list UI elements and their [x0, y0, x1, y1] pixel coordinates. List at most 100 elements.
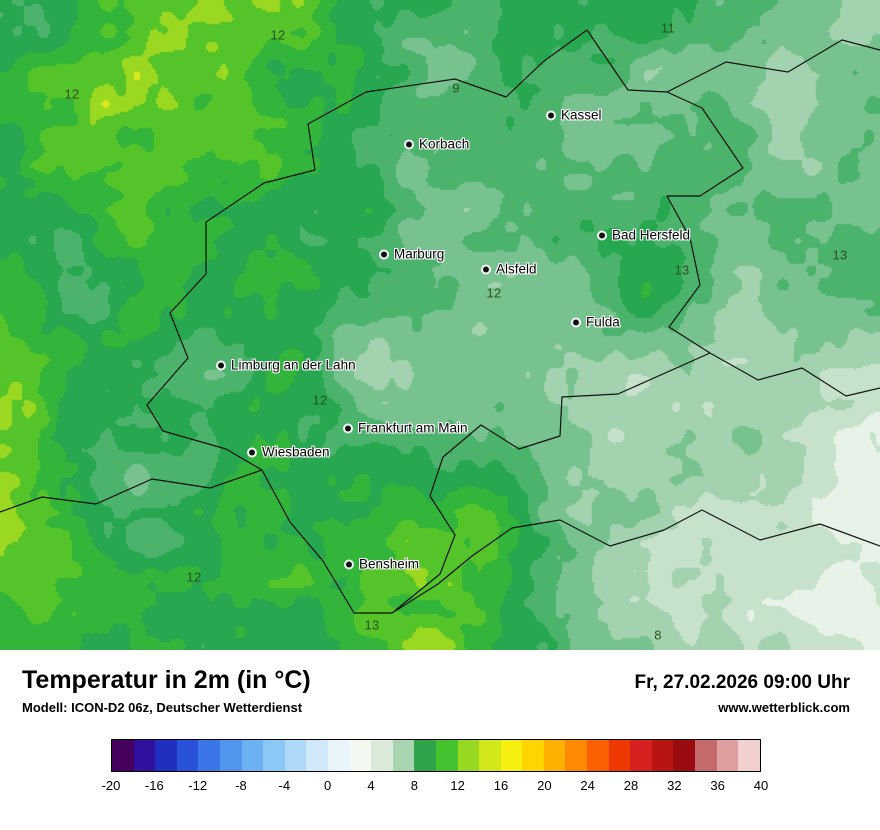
city-label: Alsfeld	[496, 261, 537, 277]
city-marker: Wiesbaden	[249, 445, 330, 460]
city-marker: Frankfurt am Main	[345, 421, 468, 436]
map-area: Kassel Korbach Bad Hersfeld Marburg Alsfeld F…	[0, 0, 880, 650]
page-title: Temperatur in 2m (in °C)	[22, 666, 311, 694]
city-dot-icon	[218, 362, 224, 368]
scale-segment	[327, 740, 350, 771]
city-label: Wiesbaden	[262, 444, 330, 460]
scale-segment	[435, 740, 458, 771]
scale-tick-label: -20	[101, 778, 121, 793]
temperature-value-label: 12	[486, 285, 502, 301]
scale-tick-label: -12	[188, 778, 208, 793]
scale-segment	[176, 740, 199, 771]
scale-segment	[112, 740, 134, 771]
scale-tick-label: 32	[667, 778, 682, 793]
scale-segment	[543, 740, 566, 771]
scale-segment	[349, 740, 372, 771]
scale-segment	[414, 740, 436, 771]
scale-segment	[219, 740, 242, 771]
scale-segment	[284, 740, 307, 771]
city-marker: Bensheim	[346, 557, 419, 572]
scale-tick-label: 20	[537, 778, 552, 793]
color-scale: -20 -16 -12 -8 -4 0 4 8 12 16 20 24 28 32 36 40	[102, 739, 769, 796]
city-label: Korbach	[419, 136, 470, 152]
city-label: Marburg	[394, 246, 445, 262]
temperature-value-label: 13	[674, 262, 690, 278]
scale-tick-label: 28	[623, 778, 639, 793]
scale-segment	[651, 740, 674, 771]
scale-segment	[371, 740, 393, 771]
scale-segment	[133, 740, 156, 771]
city-marker: Kassel	[548, 108, 602, 123]
city-marker: Alsfeld	[483, 262, 537, 277]
scale-tick-label: 4	[367, 778, 375, 793]
scale-segment	[565, 740, 588, 771]
temperature-value-label: 12	[270, 27, 286, 43]
scale-segment	[695, 740, 717, 771]
scale-tick-label: 8	[410, 778, 418, 793]
scale-segment	[457, 740, 480, 771]
datetime-label: Fr, 27.02.2026 09:00 Uhr	[634, 672, 850, 693]
scale-tick-label: -4	[278, 778, 291, 793]
scale-segment	[673, 740, 696, 771]
city-dot-icon	[345, 425, 351, 431]
info-bar: Temperatur in 2m (in °C) Fr, 27.02.2026 …	[0, 650, 880, 796]
scale-segment	[522, 740, 544, 771]
city-label: Fulda	[586, 314, 620, 330]
city-dot-icon	[548, 112, 554, 118]
scale-segment	[306, 740, 328, 771]
city-label: Bensheim	[359, 556, 420, 572]
city-label: Frankfurt am Main	[358, 420, 468, 436]
scale-segment	[630, 740, 652, 771]
scale-segment	[263, 740, 285, 771]
scale-segment	[198, 740, 220, 771]
city-marker: Bad Hersfeld	[599, 228, 690, 243]
temperature-value-label: 8	[654, 627, 662, 643]
subtitle-row: Modell: ICON-D2 06z, Deutscher Wetterdie…	[22, 700, 850, 715]
city-dot-icon	[381, 251, 387, 257]
temperature-value-label: 12	[64, 86, 80, 102]
temperature-value-label: 13	[832, 247, 848, 263]
scale-tick-label: 24	[580, 778, 595, 793]
temperature-value-label: 12	[312, 392, 328, 408]
scale-segment	[587, 740, 609, 771]
scale-tick-label: 16	[493, 778, 509, 793]
scale-segment	[738, 740, 760, 771]
title-row: Temperatur in 2m (in °C) Fr, 27.02.2026 …	[22, 666, 850, 695]
scale-segment	[155, 740, 177, 771]
city-dot-icon	[483, 266, 489, 272]
scale-tick-label: -8	[235, 778, 247, 793]
color-scale-labels: -20 -16 -12 -8 -4 0 4 8 12 16 20 24 28 32 36 40	[102, 778, 769, 796]
temperature-value-label: 9	[452, 80, 460, 96]
temperature-value-label: 11	[660, 20, 676, 36]
city-label: Kassel	[561, 107, 602, 123]
city-marker: Korbach	[406, 137, 469, 152]
scale-tick-label: 36	[710, 778, 725, 793]
scale-tick-label: -16	[144, 778, 164, 793]
temperature-value-label: 13	[364, 617, 380, 633]
city-dot-icon	[406, 141, 412, 147]
scale-segment	[716, 740, 739, 771]
model-label: Modell: ICON-D2 06z, Deutscher Wetterdie…	[22, 700, 303, 715]
website-label: www.wetterblick.com	[718, 700, 850, 715]
scale-tick-label: 0	[324, 778, 332, 793]
scale-tick-label: 12	[450, 778, 465, 793]
city-dot-icon	[346, 561, 352, 567]
city-dot-icon	[249, 449, 255, 455]
temperature-raster	[0, 0, 880, 650]
scale-segment	[392, 740, 415, 771]
city-marker: Fulda	[573, 315, 620, 330]
city-label: Limburg an der Lahn	[231, 357, 356, 373]
color-scale-bar	[111, 739, 761, 772]
scale-segment	[241, 740, 264, 771]
city-label: Bad Hersfeld	[612, 227, 691, 243]
scale-segment	[608, 740, 631, 771]
city-dot-icon	[599, 232, 605, 238]
temperature-value-label: 12	[186, 569, 202, 585]
scale-tick-label: 40	[753, 778, 769, 793]
city-dot-icon	[573, 319, 579, 325]
city-marker: Limburg an der Lahn	[218, 358, 356, 373]
city-marker: Marburg	[381, 247, 444, 262]
scale-segment	[479, 740, 501, 771]
scale-segment	[500, 740, 523, 771]
